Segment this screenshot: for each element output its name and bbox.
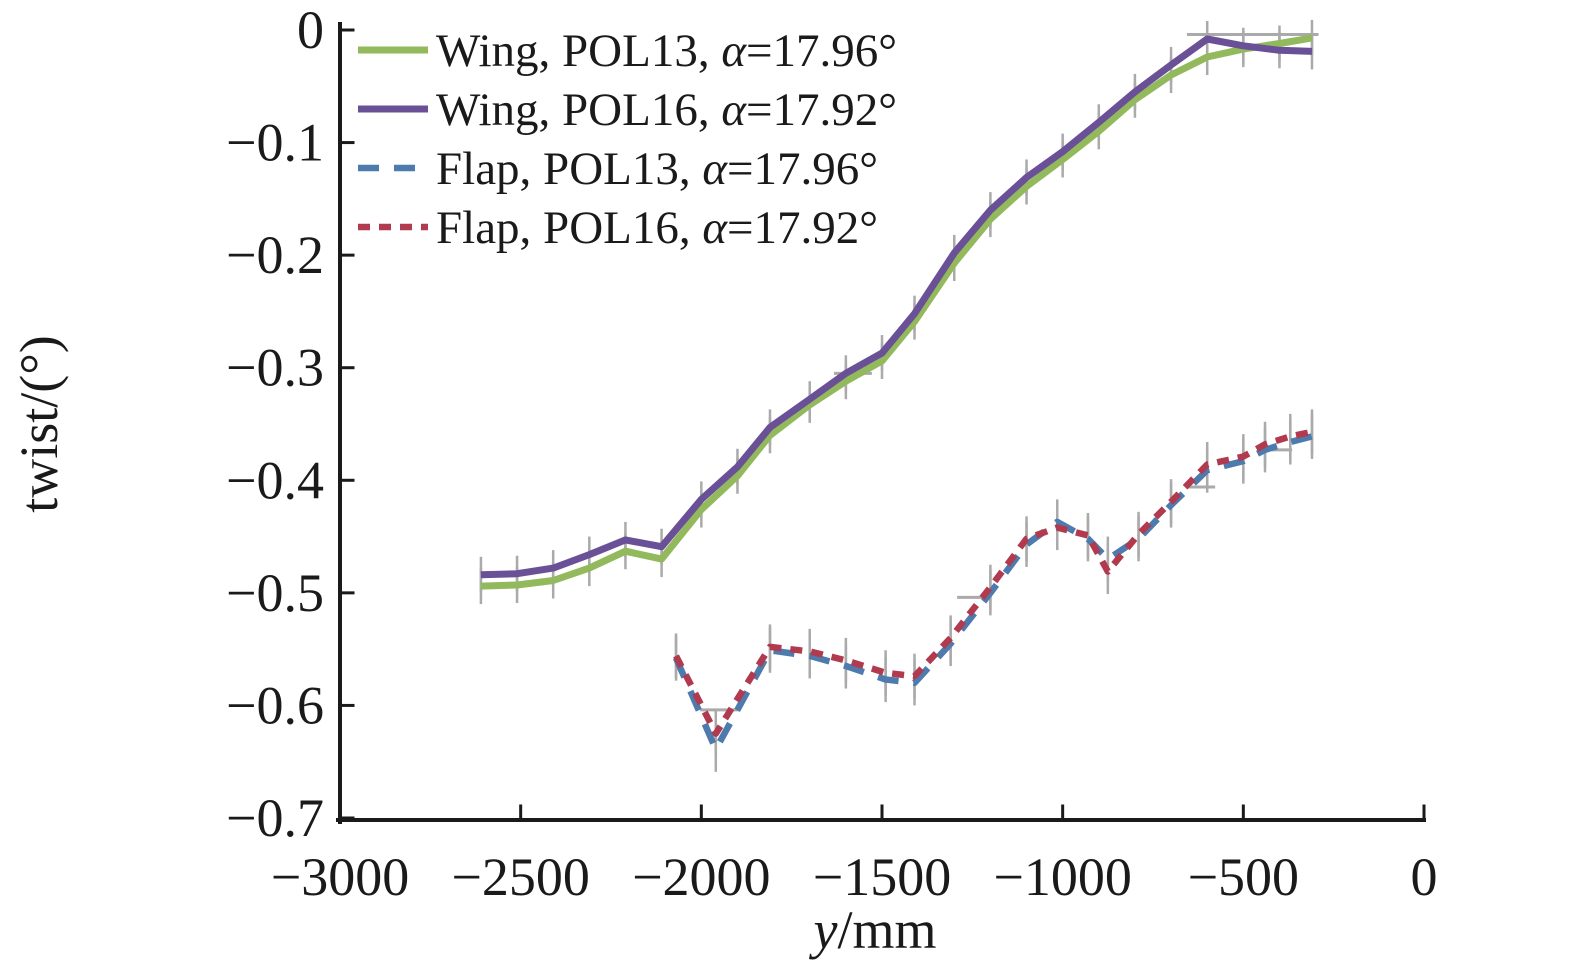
legend-label-wing-pol16: Wing, POL16, α=17.92° xyxy=(436,84,897,136)
y-axis-title: twist/(°) xyxy=(9,335,69,513)
tick-labels: −3000 −2500 −2000 −1500 −1000 −500 0 0 −0.1 −0.2 −… xyxy=(226,0,1437,907)
x-tick-label: −500 xyxy=(1188,847,1299,907)
series-line-flap-pol16 xyxy=(673,428,1313,737)
y-tick-label: −0.1 xyxy=(226,113,324,173)
legend-item-flap-pol13: Flap, POL13, α=17.96° xyxy=(358,143,878,195)
legend: Wing, POL13, α=17.96° Wing, POL16, α=17.9… xyxy=(358,25,897,254)
x-tick-label: −2000 xyxy=(632,847,770,907)
axes xyxy=(336,22,1426,824)
series-line-wing-pol16 xyxy=(480,35,1313,579)
legend-item-wing-pol13: Wing, POL13, α=17.96° xyxy=(358,25,897,77)
series-line-wing-pol13 xyxy=(480,34,1313,590)
series-line-flap-pol13 xyxy=(673,433,1313,753)
legend-label-wing-pol13: Wing, POL13, α=17.96° xyxy=(436,25,897,77)
x-axis-title: y/mm xyxy=(809,900,937,960)
y-tick-label: −0.3 xyxy=(226,338,324,398)
x-tick-label: 0 xyxy=(1411,847,1438,907)
x-tick-label: −2500 xyxy=(451,847,589,907)
y-tick-label: −0.4 xyxy=(226,450,324,510)
y-tick-label: −0.6 xyxy=(226,675,324,735)
x-tick-label: −1000 xyxy=(993,847,1131,907)
legend-item-flap-pol16: Flap, POL16, α=17.92° xyxy=(358,202,878,254)
y-tick-label: −0.7 xyxy=(226,788,324,848)
legend-label-flap-pol13: Flap, POL13, α=17.96° xyxy=(436,143,878,195)
legend-item-wing-pol16: Wing, POL16, α=17.92° xyxy=(358,84,897,136)
y-tick-label: 0 xyxy=(297,0,324,60)
y-tick-label: −0.5 xyxy=(226,563,324,623)
series-lines xyxy=(480,34,1313,753)
y-tick-label: −0.2 xyxy=(226,225,324,285)
x-tick-label: −3000 xyxy=(271,847,409,907)
legend-label-flap-pol16: Flap, POL16, α=17.92° xyxy=(436,202,878,254)
x-tick-label: −1500 xyxy=(813,847,951,907)
